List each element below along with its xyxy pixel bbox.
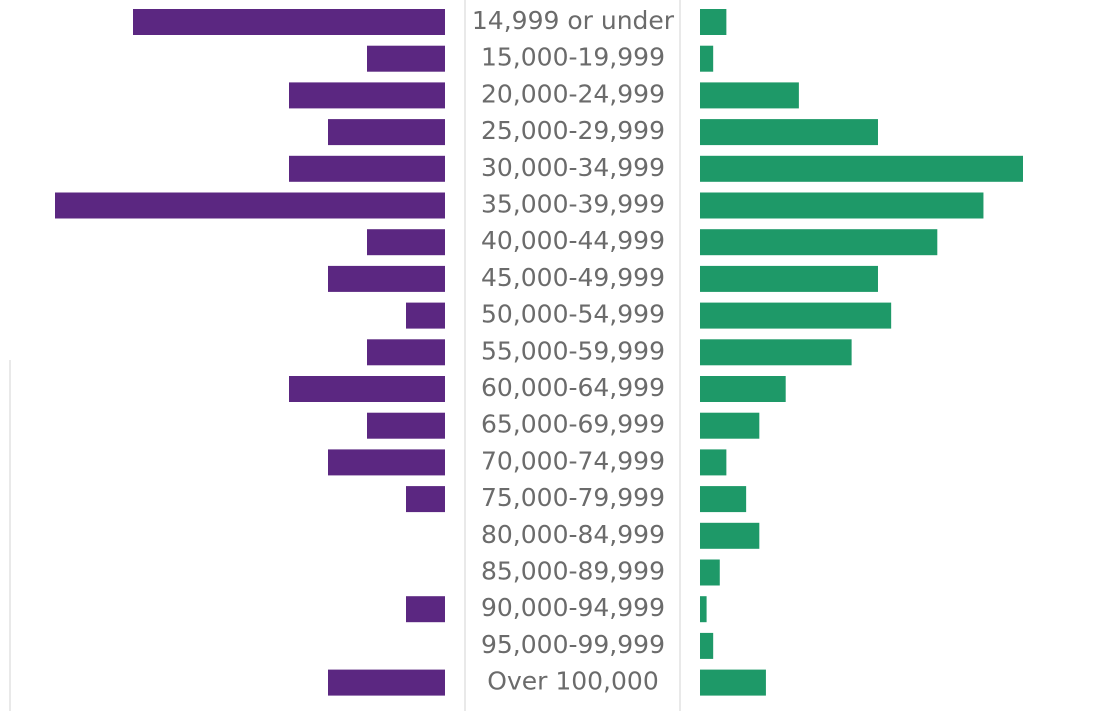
bar bbox=[700, 302, 892, 329]
bar bbox=[700, 596, 707, 623]
category-label: 90,000-94,999 bbox=[481, 593, 665, 622]
category-label: 70,000-74,999 bbox=[481, 446, 665, 475]
bar bbox=[700, 45, 714, 72]
bar bbox=[289, 82, 445, 109]
bar bbox=[700, 522, 760, 549]
bar bbox=[700, 376, 786, 402]
category-label: 60,000-64,999 bbox=[481, 373, 665, 402]
bar bbox=[55, 192, 445, 219]
category-label: 55,000-59,999 bbox=[481, 336, 665, 365]
category-label: 15,000-19,999 bbox=[481, 43, 665, 72]
bar bbox=[289, 155, 445, 182]
category-label: 35,000-39,999 bbox=[481, 190, 665, 219]
bar bbox=[328, 669, 445, 696]
category-label: 45,000-49,999 bbox=[481, 263, 665, 292]
category-label: Over 100,000 bbox=[487, 667, 658, 696]
bar bbox=[700, 632, 714, 659]
category-label: 85,000-89,999 bbox=[481, 557, 665, 586]
bar bbox=[328, 265, 445, 292]
bar bbox=[700, 449, 727, 476]
bar bbox=[328, 119, 445, 146]
category-label: 75,000-79,999 bbox=[481, 483, 665, 512]
bar bbox=[289, 376, 445, 402]
bar bbox=[700, 155, 1023, 182]
category-label: 14,999 or under bbox=[472, 6, 675, 35]
bar bbox=[700, 559, 720, 586]
bar bbox=[367, 339, 445, 366]
category-label: 40,000-44,999 bbox=[481, 226, 665, 255]
bar bbox=[367, 412, 445, 439]
bar bbox=[700, 9, 727, 35]
bar bbox=[406, 596, 445, 623]
category-label: 50,000-54,999 bbox=[481, 300, 665, 329]
bar bbox=[367, 45, 445, 72]
bar bbox=[700, 339, 852, 366]
category-label: 25,000-29,999 bbox=[481, 116, 665, 145]
bar bbox=[133, 9, 445, 35]
bar bbox=[700, 669, 766, 696]
bar bbox=[700, 119, 878, 146]
category-label: 30,000-34,999 bbox=[481, 153, 665, 182]
category-label: 95,000-99,999 bbox=[481, 630, 665, 659]
bar bbox=[700, 82, 799, 109]
bar bbox=[406, 302, 445, 329]
category-label: 80,000-84,999 bbox=[481, 520, 665, 549]
bar bbox=[700, 265, 878, 292]
bar bbox=[328, 449, 445, 476]
bar bbox=[700, 192, 984, 219]
bar bbox=[700, 229, 938, 256]
bar bbox=[700, 486, 747, 513]
bar bbox=[367, 229, 445, 256]
bar bbox=[406, 486, 445, 513]
category-label: 20,000-24,999 bbox=[481, 79, 665, 108]
category-label: 65,000-69,999 bbox=[481, 410, 665, 439]
bar bbox=[700, 412, 760, 439]
